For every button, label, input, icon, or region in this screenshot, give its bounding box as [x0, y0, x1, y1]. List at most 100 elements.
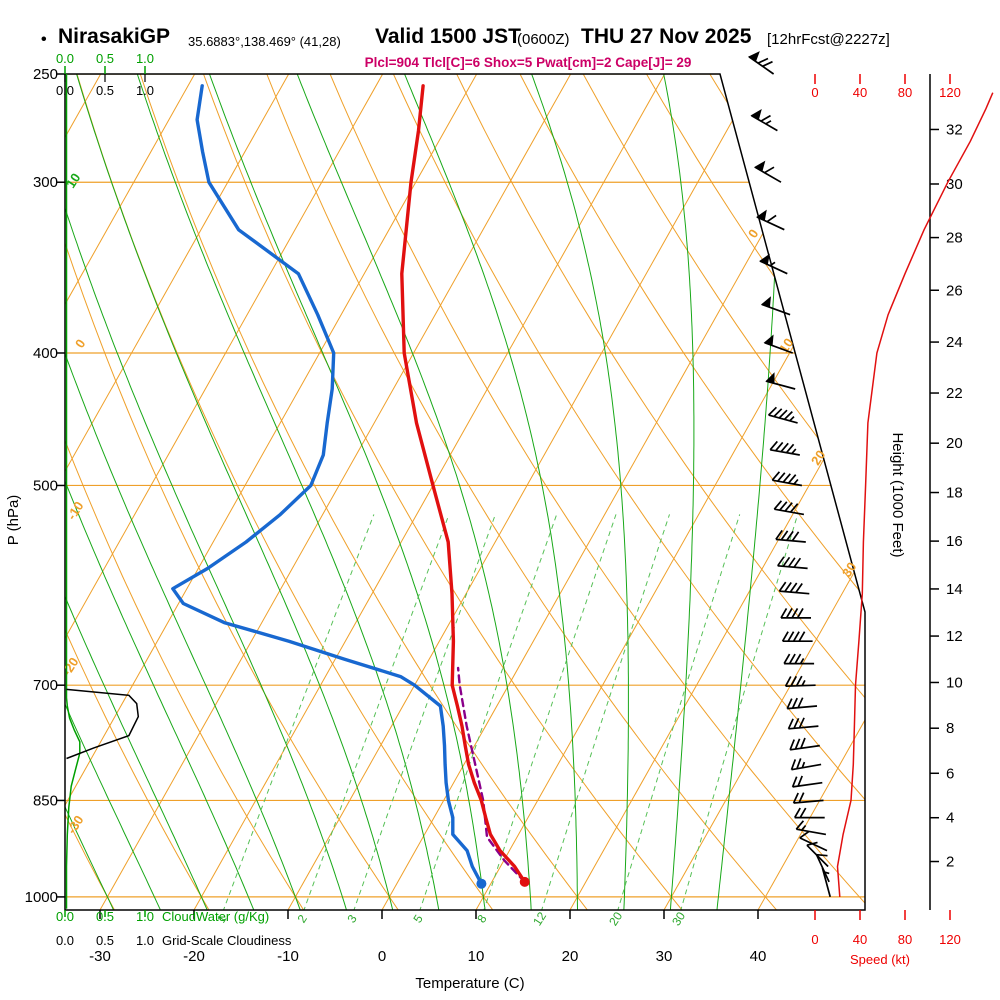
height-tick-label: 18	[946, 485, 963, 502]
moist-adiabat-line	[295, 74, 532, 910]
mixing-ratio-label: 2	[295, 912, 311, 925]
height-tick-label: 16	[946, 533, 963, 550]
temperature-tick-label: 0	[378, 948, 386, 965]
wind-barb	[771, 471, 803, 487]
wind-barb	[784, 675, 816, 688]
temperature-curve	[400, 84, 527, 884]
speed-axis-label: Speed (kt)	[850, 952, 910, 967]
speed-tick-label-top: 40	[853, 85, 867, 100]
cloudiness-tick-label-bottom: 0.5	[96, 933, 114, 948]
wind-barb	[795, 820, 827, 836]
isotherm-label: 20	[808, 447, 828, 467]
moist-adiabat-line	[136, 74, 441, 910]
station-marker-icon: •	[41, 31, 47, 48]
cloudwater-tick-label-bottom: 0.0	[56, 909, 74, 924]
wind-barb	[821, 867, 832, 898]
isotherm-label: 10	[776, 335, 796, 355]
isotherm-line	[193, 74, 666, 910]
cloudwater-axis-label: CloudWater (g/Kg)	[162, 909, 269, 924]
cloudiness-tick-label-top: 0.0	[56, 83, 74, 98]
height-tick-label: 12	[946, 628, 963, 645]
mixing-ratio-line	[352, 514, 496, 910]
isotherm-label: 30	[839, 559, 859, 579]
dry-adiabat-line	[203, 74, 684, 910]
isotherm-line	[0, 74, 7, 910]
isotherm-label: 0	[745, 226, 762, 240]
temperature-tick-label: -10	[277, 948, 299, 965]
moist-adiabat-line	[403, 74, 578, 910]
isotherm-line	[475, 74, 865, 910]
wind-barb	[781, 631, 813, 643]
wind-barb	[793, 807, 825, 819]
pressure-tick-label: 250	[33, 66, 58, 83]
wind-barb	[783, 653, 815, 665]
valid-date: THU 27 Nov 2025	[581, 25, 752, 48]
isotherm-line	[663, 74, 865, 910]
plot-frame	[64, 73, 866, 911]
height-tick-label: 20	[946, 435, 963, 452]
wind-barb	[787, 717, 819, 730]
cloudiness-tick-label-top: 0.5	[96, 83, 114, 98]
mixing-ratio-line	[222, 514, 375, 910]
isotherm-line	[99, 74, 572, 910]
moist-adiabat-line	[530, 74, 629, 910]
temperature-tick-label: -20	[183, 948, 205, 965]
mixing-ratio-line	[418, 514, 558, 910]
height-tick-label: 30	[946, 176, 963, 193]
dry-adiabat-label: 0	[72, 336, 89, 350]
pressure-tick-label: 300	[33, 174, 58, 191]
cloudiness-tick-label-bottom: 1.0	[136, 933, 154, 948]
dry-adiabat-line	[646, 74, 865, 910]
height-tick-label: 6	[946, 765, 954, 782]
isotherm-line	[65, 74, 384, 910]
moist-adiabat-line	[75, 74, 395, 910]
moist-adiabat-line	[65, 74, 164, 910]
dry-adiabat-line	[76, 74, 495, 910]
cloudiness-axis-label: Grid-Scale Cloudiness	[162, 933, 292, 948]
station-coordinates: 35.6883°,138.469° (41,28)	[188, 34, 341, 49]
dry-adiabat-line	[65, 74, 400, 910]
mixing-ratio-label: 30	[669, 909, 688, 928]
plot-border	[64, 73, 866, 911]
height-tick-label: 10	[946, 674, 963, 691]
mixing-ratio-label: 20	[606, 909, 625, 928]
cloudwater-tick-label-bottom: 0.5	[96, 909, 114, 924]
speed-tick-label-bottom: 40	[853, 932, 867, 947]
cloudwater-tick-label-bottom: 1.0	[136, 909, 154, 924]
cloud-water-profile	[65, 74, 81, 909]
height-tick-label: 4	[946, 810, 954, 827]
temperature-tick-label: -30	[89, 948, 111, 965]
mixing-ratio-line	[679, 514, 799, 910]
cloudiness-profile	[66, 688, 140, 760]
mixing-ratio-line	[616, 514, 741, 910]
wind-barb	[761, 303, 791, 316]
wind-barb	[789, 737, 820, 751]
dry-adiabat-line	[65, 74, 211, 910]
speed-tick-label-top: 0	[811, 85, 818, 100]
pressure-tick-label: 400	[33, 345, 58, 362]
background-grid	[0, 74, 865, 910]
cloudwater-tick-label-top: 1.0	[136, 51, 154, 66]
dry-adiabat-line	[329, 74, 865, 910]
isotherm-line	[65, 74, 478, 910]
wind-barb	[748, 56, 775, 75]
height-axis-label: Height (1000 Feet)	[889, 432, 906, 557]
moist-adiabat-line	[662, 74, 695, 910]
station-name: NirasakiGP	[58, 25, 171, 48]
pressure-tick-label: 1000	[25, 889, 58, 906]
isotherm-line	[757, 74, 865, 910]
isotherm-line	[287, 74, 760, 910]
wind-barb	[754, 166, 782, 183]
speed-tick-label-bottom: 80	[898, 932, 912, 947]
wind-speed-curve	[836, 92, 994, 897]
wind-barb	[751, 114, 778, 132]
parcel-path-curve	[456, 666, 526, 884]
wind-barb	[765, 380, 796, 390]
temperature-tick-label: 20	[562, 948, 579, 965]
speed-tick-label-top: 80	[898, 85, 912, 100]
wind-barb	[777, 556, 808, 570]
moist-adiabat-line	[65, 74, 257, 910]
